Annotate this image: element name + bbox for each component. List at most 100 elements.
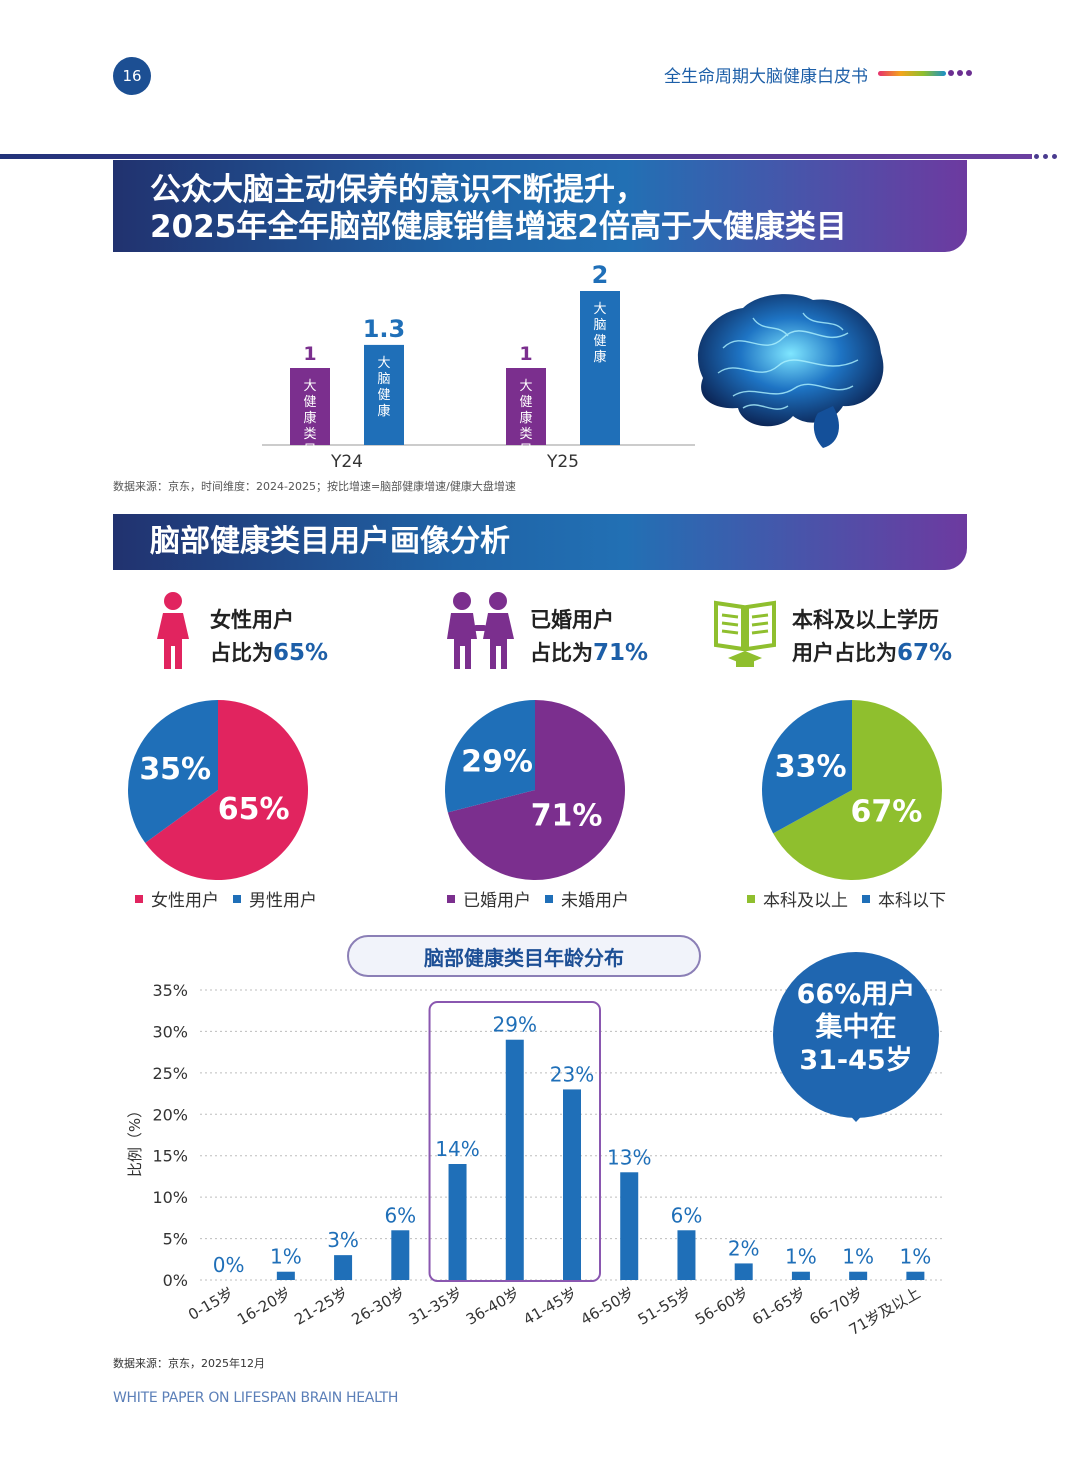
married-couple-icon [447, 592, 514, 669]
age-category-label: 0-15岁 [185, 1284, 236, 1324]
age-bar [505, 1039, 524, 1280]
age-bar-value: 2% [728, 1236, 760, 1260]
age-category-label: 61-65岁 [749, 1284, 809, 1329]
title-dots [948, 70, 972, 76]
married-profile-prefix: 占比为 [530, 641, 593, 665]
age-bar-value: 6% [671, 1203, 703, 1227]
age-bar [276, 1271, 295, 1280]
age-y-tick: 10% [152, 1188, 188, 1207]
age-bar [334, 1255, 353, 1280]
age-bar [448, 1164, 467, 1280]
age-distribution-chart: 比例（%） 0%5%10%15%20%25%30%35% 0%0-15岁1%16… [126, 981, 944, 1339]
growth-bar-series-label: 脑 [593, 318, 606, 333]
age-bar-value: 6% [384, 1203, 416, 1227]
age-bar [563, 1089, 581, 1280]
legend-item-below-bachelor: 本科以下 [862, 886, 946, 911]
pie-slice [145, 700, 308, 880]
age-bar [791, 1271, 810, 1280]
age-bar [620, 1172, 639, 1280]
age-concentration-callout: 66%用户 集中在 31-45岁 [773, 952, 939, 1118]
callout-line3: 31-45岁 [799, 1045, 913, 1076]
growth-bar [290, 368, 330, 445]
document-title: 全生命周期大脑健康白皮书 [664, 67, 868, 87]
education-pie-chart: 67%33% [762, 700, 942, 880]
age-bar-value: 14% [435, 1137, 479, 1161]
headline-line1: 公众大脑主动保养的意识不断提升， [150, 172, 646, 208]
age-bar-value: 1% [785, 1245, 817, 1269]
growth-category-label: Y24 [330, 452, 363, 472]
growth-chart-source: 数据来源：京东，时间维度：2024-2025；按比增速=脑部健康增速/健康大盘增… [113, 480, 516, 493]
legend-item-bachelor-plus: 本科及以上 [747, 886, 848, 911]
divider-dots [1034, 154, 1057, 159]
growth-bar-series-label: 健 [303, 395, 316, 410]
pie-slice [447, 700, 625, 880]
age-category-label: 51-55岁 [635, 1284, 695, 1329]
married-profile-text: 已婚用户 占比为71% [530, 604, 648, 670]
age-category-label: 36-40岁 [463, 1284, 523, 1329]
female-profile-text: 女性用户 占比为65% [210, 604, 328, 670]
headline-banner: 公众大脑主动保养的意识不断提升， 2025年全年脑部健康销售增速2倍高于大健康类… [113, 160, 967, 252]
title-gradient-line [878, 71, 946, 76]
age-category-label: 41-45岁 [520, 1284, 580, 1329]
age-y-tick: 25% [152, 1064, 188, 1083]
pie-slice [445, 700, 535, 813]
married-profile-value: 71% [593, 640, 649, 666]
marital-legend: 已婚用户 未婚用户 [447, 886, 629, 911]
growth-bar-series-label: 健 [519, 395, 532, 410]
age-bar [391, 1230, 410, 1280]
pie-slice-label: 29% [461, 745, 533, 780]
profile-banner: 脑部健康类目用户画像分析 [113, 514, 967, 570]
age-bar-value: 3% [327, 1228, 359, 1252]
legend-item-unmarried: 未婚用户 [545, 886, 629, 911]
header-divider [0, 154, 1032, 159]
gender-legend: 女性用户 男性用户 [135, 886, 317, 911]
pie-slice [773, 700, 942, 880]
age-bar-value: 1% [842, 1245, 874, 1269]
growth-bar-value: 1.3 [363, 315, 406, 343]
pie-slice-label: 67% [851, 794, 923, 829]
growth-bar [580, 291, 620, 445]
marital-pie-chart: 71% 29% [445, 700, 625, 880]
age-chart-title: 脑部健康类目年龄分布 [347, 935, 701, 977]
age-category-label: 16-20岁 [234, 1284, 294, 1329]
age-category-label: 31-35岁 [406, 1284, 466, 1329]
age-bar-value: 1% [270, 1245, 302, 1269]
education-legend: 本科及以上 本科以下 [747, 886, 946, 911]
age-bar-value: 1% [900, 1245, 932, 1269]
pie-slice-label: 35% [139, 752, 211, 787]
legend-item-female: 女性用户 [135, 886, 219, 911]
growth-bar-series-label: 康 [303, 410, 316, 426]
education-profile-label: 本科及以上学历 [792, 608, 939, 632]
married-profile-label: 已婚用户 [530, 608, 614, 632]
growth-bar-series-label: 大 [377, 356, 390, 371]
growth-category-label: Y25 [546, 452, 579, 472]
growth-bar-value: 1 [303, 343, 316, 365]
education-profile-value: 67% [897, 640, 953, 666]
brain-illustration [697, 294, 884, 448]
age-y-tick: 20% [152, 1105, 188, 1124]
age-chart-ylabel: 比例（%） [126, 1103, 144, 1177]
education-book-icon [714, 600, 776, 667]
growth-bar-value: 1 [519, 343, 532, 365]
age-bar [849, 1271, 868, 1280]
growth-bar-series-label: 类 [303, 427, 316, 442]
age-y-tick: 5% [163, 1230, 188, 1249]
age-highlight-box [428, 1001, 601, 1282]
female-profile-value: 65% [273, 640, 329, 666]
growth-bar-series-label: 类 [519, 427, 532, 442]
legend-item-married: 已婚用户 [447, 886, 531, 911]
age-y-tick: 15% [152, 1147, 188, 1166]
growth-bar-series-label: 大 [593, 302, 606, 317]
age-bar-value: 23% [550, 1062, 594, 1086]
pie-slice [128, 700, 218, 843]
growth-bar-value: 2 [592, 261, 609, 289]
gender-pie-chart: 65%35% [128, 700, 308, 880]
age-y-tick: 0% [163, 1271, 188, 1290]
age-category-label: 56-60岁 [692, 1284, 752, 1329]
growth-bar-series-label: 康 [377, 403, 390, 419]
growth-bar-series-label: 康 [593, 349, 606, 365]
education-profile-text: 本科及以上学历 用户占比为67% [792, 604, 952, 670]
age-y-tick: 35% [152, 981, 188, 1000]
growth-bar-series-label: 目 [303, 443, 316, 458]
